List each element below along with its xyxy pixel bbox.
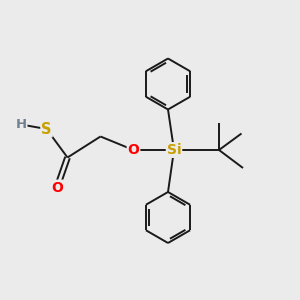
- Text: O: O: [128, 143, 140, 157]
- Text: O: O: [51, 181, 63, 194]
- Text: H: H: [15, 118, 27, 131]
- Text: S: S: [41, 122, 52, 136]
- Text: Si: Si: [167, 143, 181, 157]
